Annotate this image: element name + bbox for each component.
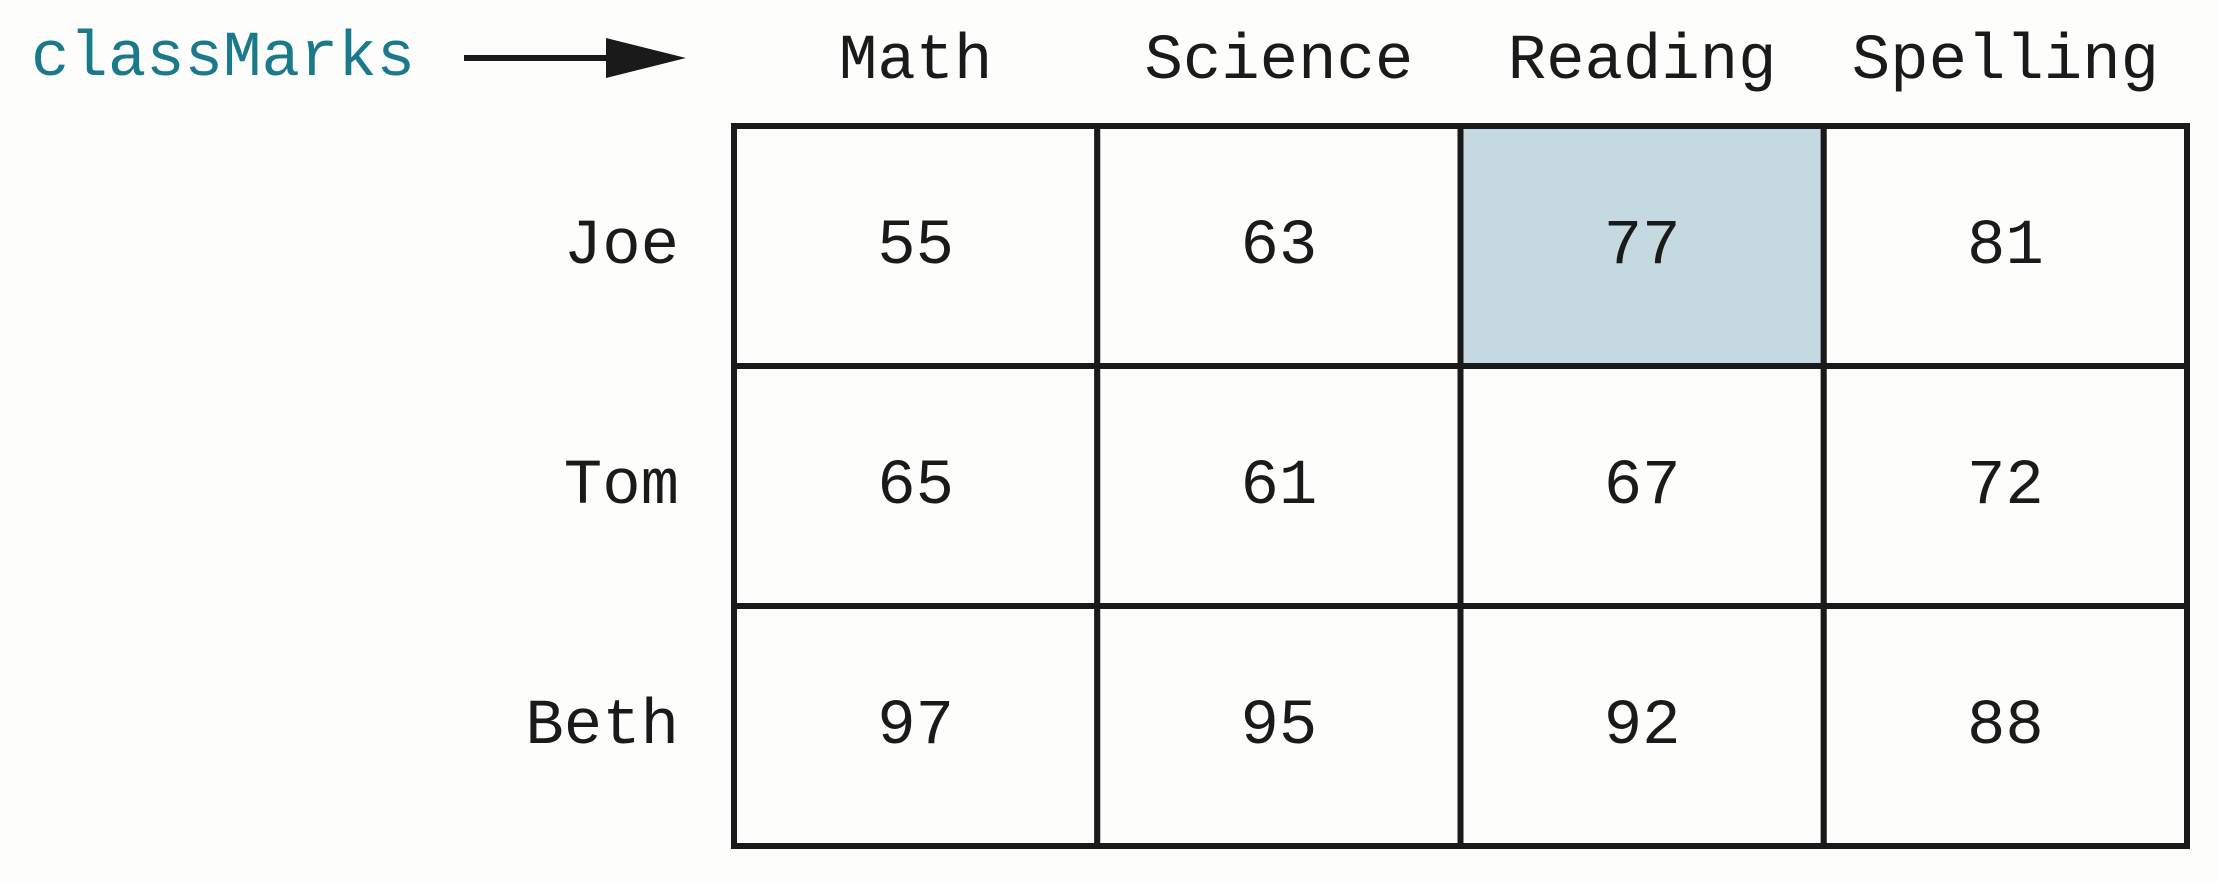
cell-value: 67: [1604, 451, 1681, 523]
row-header: Tom: [564, 451, 679, 523]
cell: [1820, 603, 2190, 849]
column-header: Math: [839, 26, 993, 98]
row-header: Beth: [525, 691, 679, 763]
cell: [1820, 123, 2190, 369]
cell: [1094, 603, 1464, 849]
cell-value: 97: [877, 691, 954, 763]
cell-value: 81: [1967, 211, 2044, 283]
cell-value: 63: [1240, 211, 1317, 283]
cell-value: 61: [1240, 451, 1317, 523]
cell-value: 72: [1967, 451, 2044, 523]
cell-value: 55: [877, 211, 954, 283]
cell: [1820, 363, 2190, 609]
cell: [731, 603, 1101, 849]
cell-value: 77: [1604, 211, 1681, 283]
cell-value: 92: [1604, 691, 1681, 763]
cell: [1457, 603, 1827, 849]
cell-value: 88: [1967, 691, 2044, 763]
cell: [1094, 363, 1464, 609]
column-header: Spelling: [1852, 26, 2159, 98]
column-header: Science: [1144, 26, 1413, 98]
cell: [1094, 123, 1464, 369]
cell-value: 95: [1240, 691, 1317, 763]
table: [731, 123, 2190, 849]
cell-value: 65: [877, 451, 954, 523]
array-name: classMarks: [31, 23, 415, 95]
row-header: Joe: [564, 211, 679, 283]
pointer-arrow: [464, 38, 686, 78]
column-header: Reading: [1508, 26, 1777, 98]
